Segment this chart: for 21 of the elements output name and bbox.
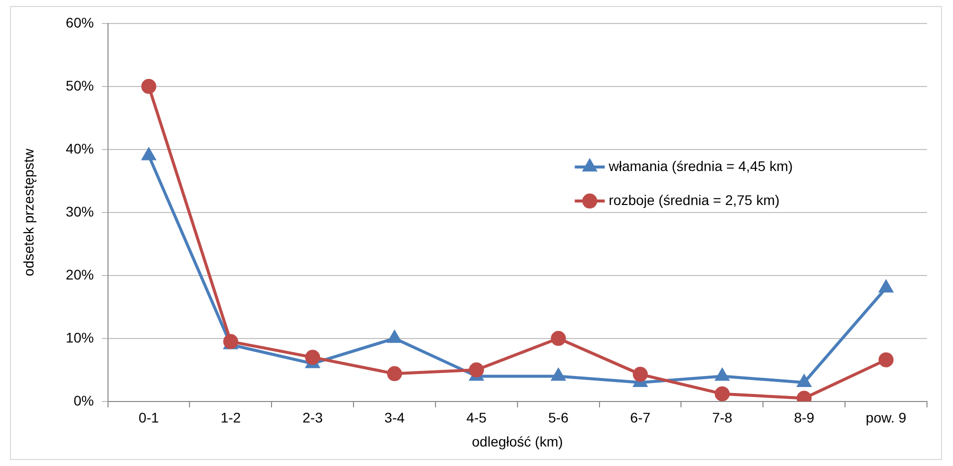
x-tick-label: 6-7 xyxy=(630,410,651,426)
legend-label: włamania (średnia = 4,45 km) xyxy=(608,158,793,174)
x-tick-label: 8-9 xyxy=(794,410,814,426)
y-tick-label: 10% xyxy=(66,329,94,346)
y-tick-label: 0% xyxy=(74,392,94,408)
x-tick-label: 1-2 xyxy=(220,410,242,426)
y-tick-label: 50% xyxy=(66,77,94,94)
y-tick-label: 20% xyxy=(66,266,94,282)
x-tick-label: 0-1 xyxy=(138,410,160,426)
x-tick-label: 2-3 xyxy=(302,410,323,426)
x-tick-label: 5-6 xyxy=(548,410,569,426)
x-tick-label: 4-5 xyxy=(466,410,487,426)
x-tick-label: pow. 9 xyxy=(866,410,906,426)
x-axis-title: odległość (km) xyxy=(472,433,563,450)
x-tick-label: 7-8 xyxy=(712,410,733,426)
x-tick-label: 3-4 xyxy=(384,410,405,426)
y-tick-label: 30% xyxy=(66,203,94,220)
y-axis-title: odsetek przestępstw xyxy=(20,148,36,276)
legend-label: rozboje (średnia = 2,75 km) xyxy=(608,192,780,208)
y-tick-label: 60% xyxy=(66,14,94,30)
y-tick-label: 40% xyxy=(66,140,94,156)
